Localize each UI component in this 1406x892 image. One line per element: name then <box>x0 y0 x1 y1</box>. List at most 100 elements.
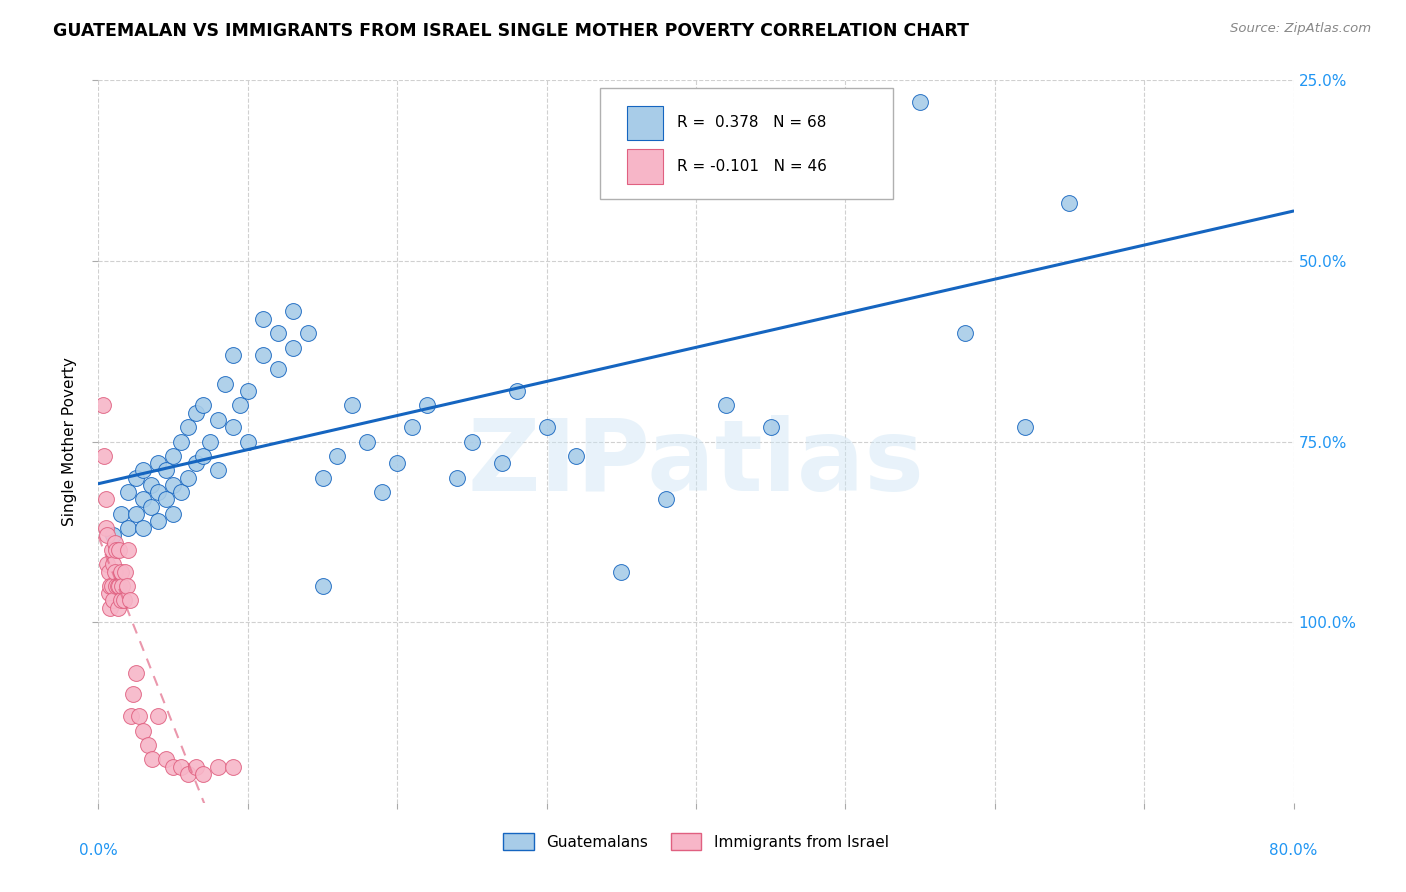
Point <box>136 738 159 752</box>
Point <box>97 565 120 579</box>
Point <box>117 542 139 557</box>
Point <box>222 348 245 362</box>
Point <box>132 463 155 477</box>
Point <box>112 593 135 607</box>
Point <box>105 542 128 557</box>
Point <box>118 593 141 607</box>
Point <box>207 760 229 774</box>
Point <box>94 521 117 535</box>
Point <box>191 449 214 463</box>
Point <box>177 767 200 781</box>
Point <box>155 752 177 766</box>
Point <box>110 565 132 579</box>
Point <box>107 579 129 593</box>
Point <box>759 420 782 434</box>
Point <box>162 449 184 463</box>
Point <box>105 579 128 593</box>
Point <box>108 579 131 593</box>
Point <box>222 420 245 434</box>
Point <box>565 449 588 463</box>
Point <box>311 579 333 593</box>
Point <box>385 456 409 470</box>
Point <box>139 478 162 492</box>
Point <box>236 434 259 449</box>
Point <box>714 398 737 412</box>
Point <box>108 542 131 557</box>
Point <box>93 449 115 463</box>
Point <box>107 600 129 615</box>
Point <box>162 507 184 521</box>
Point <box>804 95 827 109</box>
Point <box>121 687 143 701</box>
Point <box>191 398 214 412</box>
Point <box>252 348 274 362</box>
Point <box>267 362 290 376</box>
Point <box>236 384 259 398</box>
Point <box>155 463 177 477</box>
Point <box>401 420 423 434</box>
Point <box>114 565 136 579</box>
Point <box>865 95 887 109</box>
Point <box>184 456 207 470</box>
Point <box>117 521 139 535</box>
Text: GUATEMALAN VS IMMIGRANTS FROM ISRAEL SINGLE MOTHER POVERTY CORRELATION CHART: GUATEMALAN VS IMMIGRANTS FROM ISRAEL SIN… <box>53 22 969 40</box>
Point <box>184 760 207 774</box>
Point <box>103 528 125 542</box>
Point <box>191 767 214 781</box>
Point <box>125 470 148 484</box>
Point <box>169 760 191 774</box>
FancyBboxPatch shape <box>627 149 662 184</box>
Text: Source: ZipAtlas.com: Source: ZipAtlas.com <box>1230 22 1371 36</box>
Point <box>110 507 132 521</box>
Point <box>953 326 976 340</box>
Point <box>155 492 177 507</box>
Point <box>162 478 184 492</box>
FancyBboxPatch shape <box>627 105 662 140</box>
Point <box>101 542 124 557</box>
Point <box>491 456 513 470</box>
Point <box>132 723 155 738</box>
Point <box>103 558 125 572</box>
Point <box>148 485 170 500</box>
Point <box>148 709 170 723</box>
Point <box>169 485 191 500</box>
Point <box>356 434 378 449</box>
Point <box>125 507 148 521</box>
FancyBboxPatch shape <box>600 87 893 200</box>
Point <box>98 579 122 593</box>
Point <box>96 558 118 572</box>
Point <box>267 326 290 340</box>
Y-axis label: Single Mother Poverty: Single Mother Poverty <box>62 357 77 526</box>
Point <box>461 434 484 449</box>
Point <box>184 406 207 420</box>
Point <box>139 500 162 514</box>
Point <box>326 449 349 463</box>
Point <box>311 470 333 484</box>
Point <box>297 326 319 340</box>
Text: 80.0%: 80.0% <box>1270 843 1317 857</box>
Point <box>101 579 124 593</box>
Point <box>214 376 236 391</box>
Point <box>177 470 200 484</box>
Point <box>207 413 229 427</box>
Point <box>104 565 127 579</box>
Point <box>610 565 633 579</box>
Point <box>222 760 245 774</box>
Point <box>91 398 114 412</box>
Point <box>115 579 138 593</box>
Point <box>1059 196 1081 211</box>
Point <box>148 456 170 470</box>
Point <box>97 586 120 600</box>
Point <box>104 535 127 549</box>
Point <box>252 311 274 326</box>
Point <box>120 709 142 723</box>
Point <box>908 95 931 109</box>
Point <box>110 593 132 607</box>
Point <box>125 665 148 680</box>
Point <box>371 485 394 500</box>
Point <box>655 492 678 507</box>
Point <box>132 521 155 535</box>
Point <box>177 420 200 434</box>
Text: R =  0.378   N = 68: R = 0.378 N = 68 <box>676 115 827 130</box>
Legend: Guatemalans, Immigrants from Israel: Guatemalans, Immigrants from Israel <box>498 827 894 856</box>
